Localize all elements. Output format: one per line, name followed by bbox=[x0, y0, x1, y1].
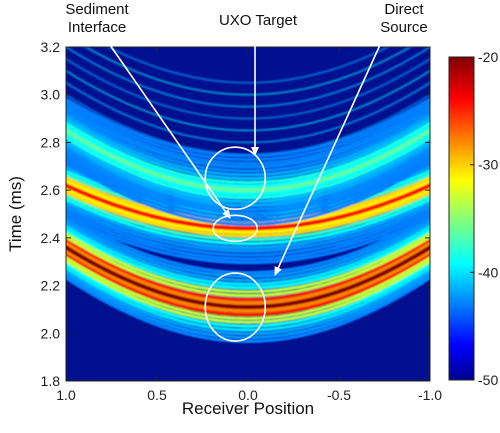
arrival-band bbox=[66, 97, 430, 158]
sediment-interface-label-line: Sediment bbox=[65, 1, 129, 18]
arrival-band bbox=[66, 201, 430, 249]
arrival-band bbox=[66, 186, 430, 235]
colorbar-ticks: -20 -30 -40 -50 bbox=[470, 49, 498, 388]
x-tick-label: -1.0 bbox=[418, 387, 442, 403]
y-tick-label: 2.6 bbox=[41, 182, 61, 198]
colorbar-tick-label: -40 bbox=[478, 264, 498, 280]
plot-area bbox=[65, 46, 431, 382]
arrival-band bbox=[66, 204, 430, 253]
background-ringing-band bbox=[66, 47, 430, 108]
sediment-interface-label-line: Interface bbox=[68, 19, 126, 36]
arrival-band bbox=[66, 104, 430, 165]
arrival-band bbox=[66, 224, 430, 286]
x-tick-label: 0.0 bbox=[238, 387, 258, 403]
arrival-band bbox=[66, 265, 430, 332]
arrival-band bbox=[66, 211, 430, 261]
arrival-band bbox=[66, 183, 430, 231]
y-axis: 1.8 2.0 2.2 2.4 2.6 2.8 3.0 3.2 bbox=[41, 39, 430, 389]
colorbar-tick-label: -30 bbox=[478, 157, 498, 173]
arrival-band bbox=[66, 262, 430, 328]
background-ringing-band bbox=[83, 47, 413, 96]
arrival-band bbox=[66, 255, 430, 321]
sediment-interface-circle bbox=[212, 214, 259, 243]
y-tick-label: 2.0 bbox=[41, 325, 61, 341]
arrival-band bbox=[66, 241, 430, 306]
arrival-band bbox=[66, 228, 430, 290]
arrival-band bbox=[66, 248, 430, 314]
x-axis-label: Receiver Position bbox=[182, 399, 314, 418]
x-tick-label: 1.0 bbox=[56, 387, 76, 403]
arrival-band bbox=[66, 190, 430, 238]
arrival-band bbox=[66, 252, 430, 317]
colorbar-tick-label: -20 bbox=[478, 49, 498, 65]
background-ringing-band bbox=[66, 69, 430, 132]
y-tick-label: 2.4 bbox=[41, 230, 61, 246]
colorbar-tick-label: -50 bbox=[478, 372, 498, 388]
y-tick-label: 2.8 bbox=[41, 134, 61, 150]
colorbar: -20 -30 -40 -50 bbox=[448, 49, 498, 388]
arrival-band bbox=[66, 156, 430, 223]
x-tick-label: 0.5 bbox=[147, 387, 167, 403]
direct-source-label-line: Source bbox=[380, 19, 428, 36]
annotations-layer: Sediment Interface UXO Target Direct Source bbox=[65, 1, 428, 276]
background-ringing-band bbox=[105, 47, 391, 84]
y-axis-label: Time (ms) bbox=[6, 176, 25, 252]
arrival-band bbox=[66, 238, 430, 302]
arrival-band bbox=[66, 114, 430, 177]
y-tick-label: 3.0 bbox=[41, 87, 61, 103]
y-tick-label: 2.2 bbox=[41, 278, 61, 294]
arrival-band bbox=[66, 138, 430, 204]
x-tick-label: -0.5 bbox=[327, 387, 351, 403]
arrival-band bbox=[66, 269, 430, 336]
y-tick-label: 3.2 bbox=[41, 39, 61, 55]
arrival-band bbox=[66, 135, 430, 200]
arrival-band bbox=[66, 231, 430, 294]
sediment-interface-label: Sediment Interface bbox=[65, 1, 129, 36]
arrival-band bbox=[66, 159, 430, 227]
arrival-band bbox=[66, 259, 430, 324]
arrival-band bbox=[66, 197, 430, 246]
arrival-band bbox=[66, 275, 430, 344]
arrival-band bbox=[66, 100, 430, 162]
arrival-band bbox=[66, 124, 430, 189]
arrival-band bbox=[66, 145, 430, 211]
direct-source-label: Direct Source bbox=[380, 1, 428, 36]
arrival-band bbox=[66, 131, 430, 197]
direct-source-label-line: Direct bbox=[384, 1, 424, 18]
arrival-band bbox=[66, 149, 430, 215]
background-ringing-band bbox=[66, 57, 430, 120]
uxo-target-label-line: UXO Target bbox=[219, 12, 298, 29]
arrival-band bbox=[66, 214, 430, 275]
arrival-band bbox=[66, 221, 430, 282]
arrival-band bbox=[66, 127, 430, 193]
uxo-target-circle bbox=[204, 146, 267, 211]
background-ringing-band bbox=[66, 81, 430, 144]
direct-source-circle bbox=[204, 272, 267, 342]
hyperbola-layer bbox=[66, 47, 430, 344]
arrival-band bbox=[66, 244, 430, 310]
arrival-band bbox=[66, 111, 430, 173]
colorbar-gradient bbox=[448, 56, 475, 381]
arrival-band bbox=[66, 208, 430, 257]
arrival-band bbox=[66, 107, 430, 169]
arrival-band bbox=[66, 142, 430, 208]
sediment-interface-arrow bbox=[109, 44, 231, 219]
x-axis: 1.0 0.5 0.0 -0.5 -1.0 bbox=[56, 47, 442, 403]
arrival-band bbox=[66, 235, 430, 298]
y-tick-label: 1.8 bbox=[41, 373, 61, 389]
arrival-band bbox=[66, 121, 430, 185]
direct-source-arrow bbox=[274, 44, 381, 276]
arrival-band bbox=[66, 215, 430, 265]
uxo-target-label: UXO Target bbox=[219, 12, 298, 29]
arrival-band bbox=[66, 118, 430, 181]
annotation-circles bbox=[204, 146, 267, 342]
